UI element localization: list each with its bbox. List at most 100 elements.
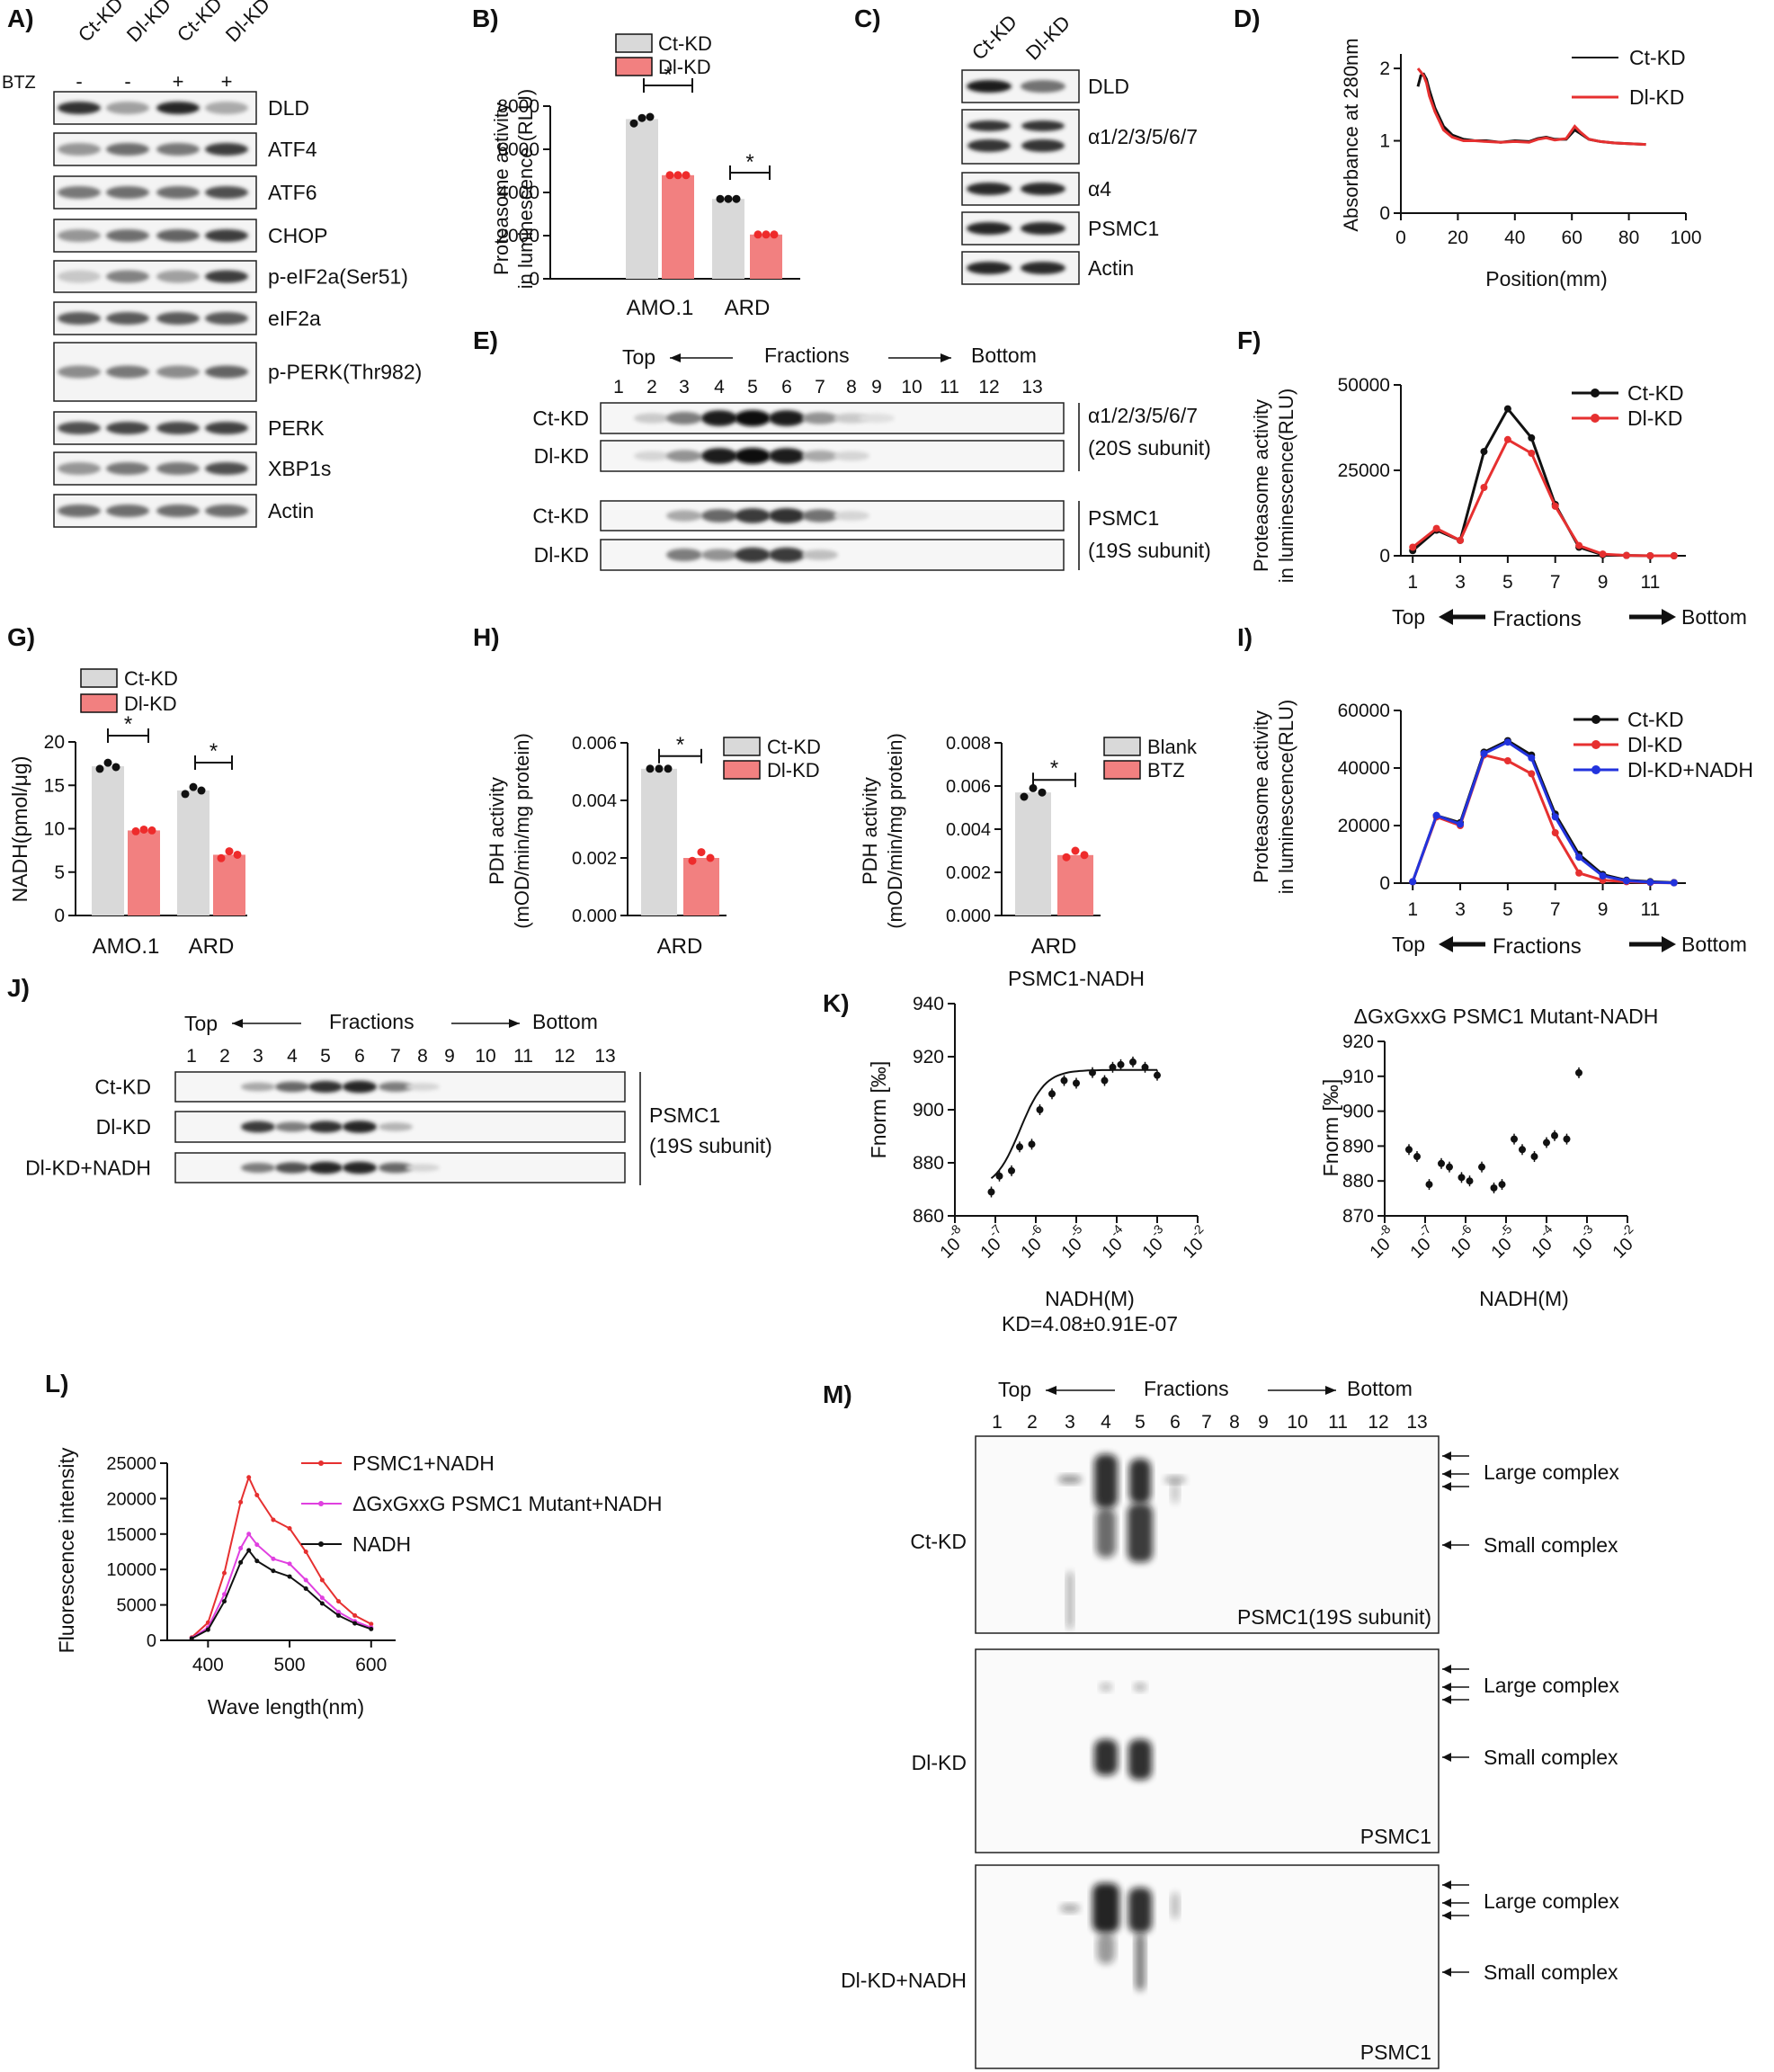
- J-band: [275, 1121, 309, 1132]
- K-right-point: [1413, 1153, 1421, 1161]
- J-fraction-num-7: 7: [390, 1046, 401, 1067]
- B-ytick-label: 2000: [497, 226, 539, 246]
- I-ylabel-1: Proteasome activity: [1250, 710, 1272, 883]
- C-band: [1021, 183, 1065, 195]
- K-right-point: [1530, 1153, 1538, 1161]
- K-left-point: [1060, 1076, 1068, 1085]
- K-right-point: [1438, 1159, 1445, 1167]
- B-bar-Dl-KD-AMO.1: [662, 174, 694, 279]
- K-right-xtick-label: 10-4: [1528, 1221, 1556, 1263]
- btz-sign-3: +: [221, 70, 233, 93]
- F-fractions: Fractions: [1493, 607, 1582, 631]
- M-smear: [1128, 1888, 1152, 1933]
- H-right-ytick-label: 0.000: [946, 906, 991, 926]
- L-point-ΔGxGxxG PSMC1 Mutant+NADH: [238, 1546, 244, 1551]
- H-left-point: [664, 764, 673, 773]
- J-row-label-2: Dl-KD+NADH: [25, 1157, 151, 1180]
- H-right-bar-Blank: [1015, 792, 1051, 915]
- J-bottom: Bottom: [532, 1010, 598, 1033]
- B-ytick-label: 0: [529, 269, 539, 290]
- panel-letter-B: B): [472, 4, 499, 32]
- E-band: [634, 413, 670, 424]
- I-xtick-label: 11: [1640, 899, 1660, 920]
- B-legend-swatch-1: [615, 57, 653, 76]
- F-arrow-r-head: [1662, 609, 1676, 625]
- G-point: [233, 850, 242, 859]
- K-right-xtick-label: 10-5: [1487, 1221, 1515, 1263]
- K-left-ytick-label: 920: [913, 1047, 944, 1067]
- G-ytick-label: 5: [54, 862, 65, 883]
- H-left-bar-Ct-KD: [641, 768, 677, 915]
- F-point-Ct-KD: [1503, 405, 1511, 413]
- C-band: [967, 222, 1012, 235]
- M-fraction-num-12: 12: [1368, 1412, 1388, 1433]
- J-fraction-num-4: 4: [287, 1046, 298, 1067]
- M-small-arrow-head: [1442, 1968, 1451, 1977]
- B-point: [646, 112, 655, 121]
- L-point-ΔGxGxxG PSMC1 Mutant+NADH: [319, 1595, 325, 1601]
- band: [205, 270, 248, 283]
- M-smear: [1128, 1504, 1153, 1562]
- J-band: [343, 1121, 377, 1133]
- B-sig-star: *: [664, 63, 672, 87]
- H-left-ytick-label: 0.002: [572, 849, 617, 869]
- M-large-arrow-head: [1442, 1683, 1451, 1692]
- G-ytick-label: 0: [54, 906, 65, 926]
- I-xtick-label: 5: [1502, 899, 1513, 920]
- H-right-ytick-label: 0.002: [946, 863, 991, 883]
- btz-sign-2: +: [173, 70, 184, 93]
- E-row-label-2: Ct-KD: [532, 505, 589, 528]
- B-point: [753, 230, 762, 239]
- E-band: [834, 511, 869, 521]
- L-point-PSMC1+NADH: [369, 1621, 374, 1627]
- G-ylabel: NADH(pmol/μg): [8, 756, 31, 903]
- F-legend-0: Ct-KD: [1627, 381, 1684, 405]
- band: [58, 422, 101, 434]
- B-point: [732, 194, 741, 203]
- I-point-Dl-KD+NADH: [1575, 853, 1583, 862]
- K-right-xtick-base: 10: [1568, 1235, 1596, 1263]
- J-band: [241, 1121, 275, 1133]
- G-point: [197, 786, 206, 795]
- I-legend-0: Ct-KD: [1627, 708, 1684, 731]
- L-point-ΔGxGxxG PSMC1 Mutant+NADH: [222, 1592, 227, 1597]
- L-ytick-label: 0: [147, 1631, 156, 1651]
- K-right-point: [1551, 1131, 1558, 1139]
- H-left-group-label: ARD: [657, 934, 703, 959]
- H-left-legend-1: Dl-KD: [767, 759, 820, 781]
- L-point-NADH: [222, 1599, 227, 1604]
- J-fraction-num-3: 3: [253, 1046, 263, 1067]
- panel-letter-D: D): [1234, 4, 1261, 32]
- C-band-label-0: DLD: [1088, 75, 1129, 98]
- E-band: [701, 410, 737, 426]
- H-right-group-label: ARD: [1031, 934, 1077, 959]
- K-left-point: [1101, 1076, 1109, 1085]
- G-ytick-label: 10: [44, 819, 65, 840]
- H-left-legend-0: Ct-KD: [767, 736, 821, 758]
- F-legend-marker: [1591, 414, 1600, 423]
- band-label-1: ATF4: [268, 138, 317, 161]
- M-smear: [1135, 1933, 1146, 1991]
- M-fraction-num-8: 8: [1229, 1412, 1240, 1433]
- B-point: [770, 230, 779, 239]
- M-large-label-2: Large complex: [1484, 1889, 1619, 1913]
- H-left-point: [706, 853, 715, 862]
- E-band: [802, 450, 838, 462]
- E-band: [769, 448, 805, 464]
- I-point-Dl-KD: [1528, 770, 1536, 778]
- K-kd-value: KD=4.08±0.91E-07: [1002, 1312, 1178, 1335]
- K-left-ytick-label: 900: [913, 1100, 944, 1121]
- J-band: [275, 1081, 309, 1093]
- K-right-xtick-base: 10: [1366, 1235, 1394, 1263]
- E-band: [666, 450, 702, 462]
- F-xtick-label: 11: [1640, 572, 1660, 593]
- K-right-point: [1498, 1181, 1506, 1189]
- K-right-xtick-label: 10-2: [1609, 1221, 1636, 1263]
- F-arrow-l-head: [1439, 609, 1453, 625]
- K-left-ylabel: Fnorm [‰]: [867, 1061, 890, 1159]
- M-small-arrow-head: [1442, 1753, 1451, 1762]
- band: [58, 102, 101, 114]
- K-left-xtick-base: 10: [1017, 1235, 1045, 1263]
- I-series-Dl-KD+NADH: [1411, 740, 1674, 885]
- band: [205, 229, 248, 242]
